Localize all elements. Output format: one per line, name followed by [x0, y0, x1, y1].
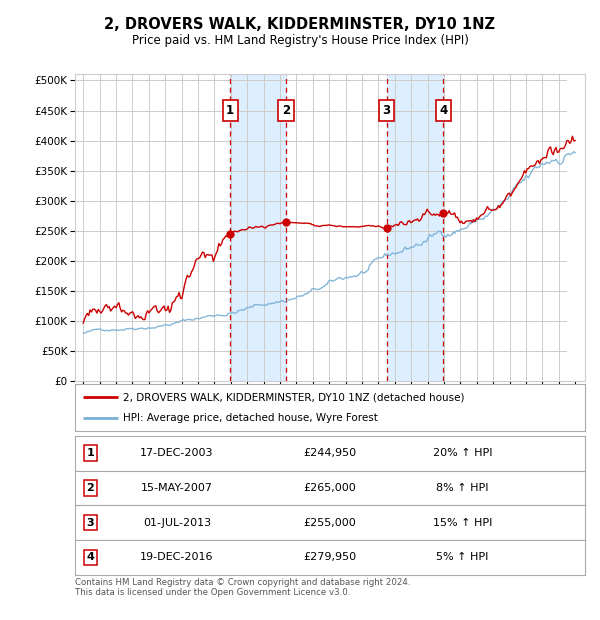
Text: 1: 1 — [86, 448, 94, 458]
Text: 1: 1 — [226, 104, 234, 117]
Text: 15% ↑ HPI: 15% ↑ HPI — [433, 518, 492, 528]
Text: 20% ↑ HPI: 20% ↑ HPI — [433, 448, 493, 458]
Text: 2, DROVERS WALK, KIDDERMINSTER, DY10 1NZ: 2, DROVERS WALK, KIDDERMINSTER, DY10 1NZ — [104, 17, 496, 32]
Text: HPI: Average price, detached house, Wyre Forest: HPI: Average price, detached house, Wyre… — [124, 413, 379, 423]
Text: 2, DROVERS WALK, KIDDERMINSTER, DY10 1NZ (detached house): 2, DROVERS WALK, KIDDERMINSTER, DY10 1NZ… — [124, 392, 465, 402]
Text: £255,000: £255,000 — [304, 518, 356, 528]
Text: 5% ↑ HPI: 5% ↑ HPI — [436, 552, 489, 562]
Text: 3: 3 — [383, 104, 391, 117]
Text: Contains HM Land Registry data © Crown copyright and database right 2024.
This d: Contains HM Land Registry data © Crown c… — [75, 578, 410, 597]
Text: 2: 2 — [86, 483, 94, 493]
Text: 19-DEC-2016: 19-DEC-2016 — [140, 552, 214, 562]
Bar — [567, 74, 585, 381]
Text: 2: 2 — [282, 104, 290, 117]
Text: 01-JUL-2013: 01-JUL-2013 — [143, 518, 211, 528]
Text: 8% ↑ HPI: 8% ↑ HPI — [436, 483, 489, 493]
Text: 4: 4 — [439, 104, 448, 117]
Bar — [386, 74, 443, 381]
Text: £244,950: £244,950 — [304, 448, 356, 458]
Text: 4: 4 — [86, 552, 94, 562]
Bar — [230, 74, 286, 381]
Text: £279,950: £279,950 — [304, 552, 356, 562]
Text: £265,000: £265,000 — [304, 483, 356, 493]
Text: 3: 3 — [86, 518, 94, 528]
Text: 17-DEC-2003: 17-DEC-2003 — [140, 448, 214, 458]
Text: 15-MAY-2007: 15-MAY-2007 — [141, 483, 213, 493]
Text: Price paid vs. HM Land Registry's House Price Index (HPI): Price paid vs. HM Land Registry's House … — [131, 34, 469, 47]
